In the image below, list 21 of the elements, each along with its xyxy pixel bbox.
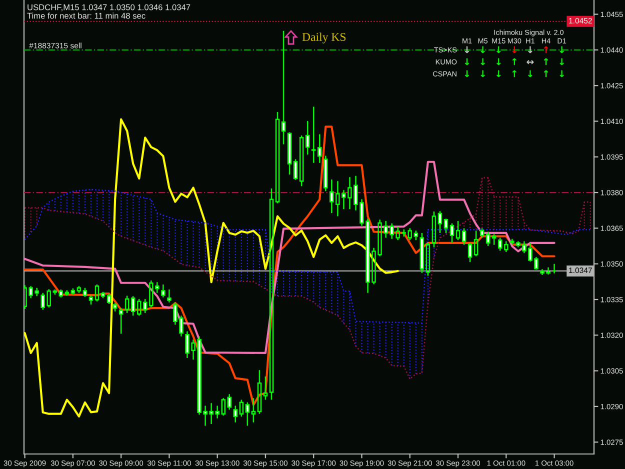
text: ↓: [496, 58, 501, 66]
text: Time for next bar: 11 min 48 sec: [27, 12, 146, 19]
text: ↑: [544, 58, 548, 66]
text: ↓: [496, 46, 501, 54]
chart-title: USDCHF,M15 1.0347 1.0350 1.0346 1.0347: [28, 4, 190, 12]
text: ↑: [512, 70, 517, 78]
text: ↑: [544, 70, 548, 78]
text: ↓: [560, 46, 564, 54]
text: ↓: [496, 70, 501, 78]
text: ↔: [526, 60, 534, 64]
annotation: Daily KS: [302, 32, 346, 44]
text: ↓: [480, 70, 485, 78]
text: ↓: [560, 70, 564, 78]
text: ↑: [544, 46, 548, 54]
text: ↑: [512, 58, 517, 66]
text: ↓: [528, 70, 532, 78]
text: ↓: [480, 46, 485, 54]
text: ↓: [464, 70, 470, 78]
text: ↓: [464, 58, 470, 66]
text: ↓: [480, 58, 485, 66]
text: ↓: [560, 58, 564, 66]
